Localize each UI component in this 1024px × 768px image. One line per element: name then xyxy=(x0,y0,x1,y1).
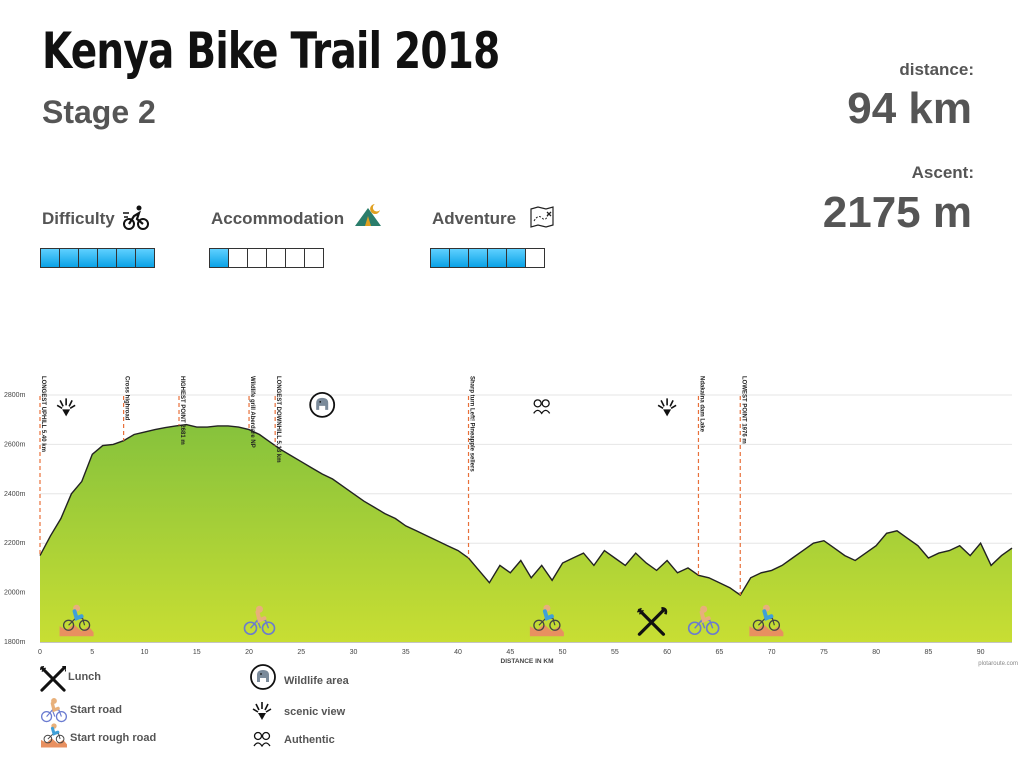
start-road-icon xyxy=(40,697,68,723)
rating-cell xyxy=(136,249,154,267)
watermark: plotaroute.com xyxy=(978,661,1018,667)
adventure-rating xyxy=(430,248,545,268)
x-tick-label: 25 xyxy=(297,649,305,656)
rating-cell xyxy=(229,249,248,267)
rating-cell xyxy=(210,249,229,267)
treasure-map-icon xyxy=(530,206,554,228)
rating-cell xyxy=(305,249,323,267)
wildlife-area-icon xyxy=(250,664,276,690)
legend-start-road: Start road xyxy=(70,704,122,716)
ascent-value: 2175 m xyxy=(822,188,972,237)
annotation-label: LONGEST DOWNHILL 5.13 km xyxy=(275,376,281,463)
authentic-icon xyxy=(253,731,271,747)
lunch-icon xyxy=(40,666,66,692)
chart-annotations: LONGEST UPHILL 5.40 km Cross highroad HIGH… xyxy=(39,376,746,596)
x-tick-label: 10 xyxy=(141,649,149,656)
rating-cell xyxy=(267,249,286,267)
annotation-label: Cross highroad xyxy=(124,376,130,421)
y-tick-label: 2800m xyxy=(4,392,26,399)
x-tick-label: 55 xyxy=(611,649,619,656)
y-tick-label: 2600m xyxy=(4,441,26,448)
scenic-view-icon xyxy=(252,701,272,721)
x-tick-label: 50 xyxy=(559,649,567,656)
rating-cell xyxy=(79,249,98,267)
scenic-view-icon xyxy=(56,397,76,418)
legend-lunch: Lunch xyxy=(68,671,101,683)
tent-moon-icon xyxy=(355,204,381,226)
annotation-label: Ndakaina dam Lake xyxy=(698,376,704,433)
annotation-label: HIGHEST POINT 2681 m xyxy=(179,376,185,445)
annotation-label: Sharp turn Left! Pineapple sellers xyxy=(469,376,475,472)
rating-cell xyxy=(117,249,136,267)
rating-cell xyxy=(450,249,469,267)
annotation-label: Wildlife grill Aberdare NP xyxy=(249,376,255,448)
x-tick-label: 65 xyxy=(715,649,723,656)
rating-cell xyxy=(431,249,450,267)
distance-label: distance: xyxy=(899,60,974,79)
elevation-area xyxy=(40,424,1012,642)
x-axis-label: DISTANCE IN KM xyxy=(501,658,554,665)
difficulty-rating xyxy=(40,248,155,268)
cyclist-icon xyxy=(123,205,149,230)
stage-subtitle: Stage 2 xyxy=(42,94,156,130)
chart-ticks: 1800m 2000m 2200m 2400m 2600m 2800m 0 5 10 15 20 25… xyxy=(4,392,985,656)
rating-cell xyxy=(507,249,526,267)
adventure-label: Adventure xyxy=(432,209,517,228)
authentic-icon xyxy=(533,399,551,415)
scenic-view-icon xyxy=(657,397,677,418)
wildlife-area-icon xyxy=(309,391,336,418)
legend-scenic-view: scenic view xyxy=(284,706,346,718)
annotation-label: LONGEST UPHILL 5.40 km xyxy=(40,376,46,452)
x-tick-label: 85 xyxy=(924,649,932,656)
rating-cell xyxy=(41,249,60,267)
start-rough-road-icon xyxy=(40,723,68,749)
y-tick-label: 2200m xyxy=(4,540,26,547)
x-tick-label: 5 xyxy=(90,649,94,656)
ascent-label: Ascent: xyxy=(911,163,974,182)
x-tick-label: 70 xyxy=(768,649,776,656)
x-tick-label: 20 xyxy=(245,649,253,656)
x-tick-label: 0 xyxy=(38,649,42,656)
distance-value: 94 km xyxy=(847,84,972,133)
legend-wildlife-area: Wildlife area xyxy=(284,675,349,687)
rating-cell xyxy=(488,249,507,267)
rating-cell xyxy=(60,249,79,267)
x-tick-label: 75 xyxy=(820,649,828,656)
x-tick-label: 15 xyxy=(193,649,201,656)
legend-authentic: Authentic xyxy=(284,734,335,746)
x-tick-label: 45 xyxy=(506,649,514,656)
elevation-chart: LONGEST UPHILL 5.40 km Cross highroad HIGH… xyxy=(4,376,1018,667)
annotation-label: LOWEST POINT 1976 m xyxy=(740,376,746,444)
x-tick-label: 80 xyxy=(872,649,880,656)
x-tick-label: 40 xyxy=(454,649,462,656)
elevation-line xyxy=(39,423,1013,597)
y-tick-label: 1800m xyxy=(4,639,26,646)
rating-cell xyxy=(526,249,544,267)
x-tick-label: 90 xyxy=(977,649,985,656)
accommodation-rating xyxy=(209,248,324,268)
x-tick-label: 35 xyxy=(402,649,410,656)
rating-cell xyxy=(98,249,117,267)
x-tick-label: 60 xyxy=(663,649,671,656)
rating-cell xyxy=(248,249,267,267)
rating-cell xyxy=(469,249,488,267)
page-title: Kenya Bike Trail 2018 xyxy=(42,22,500,80)
y-tick-label: 2000m xyxy=(4,590,26,597)
difficulty-label: Difficulty xyxy=(42,209,115,228)
rating-cell xyxy=(286,249,305,267)
x-tick-label: 30 xyxy=(350,649,358,656)
legend-start-rough-road: Start rough road xyxy=(70,732,157,744)
y-tick-label: 2400m xyxy=(4,491,26,498)
accommodation-label: Accommodation xyxy=(211,209,345,228)
